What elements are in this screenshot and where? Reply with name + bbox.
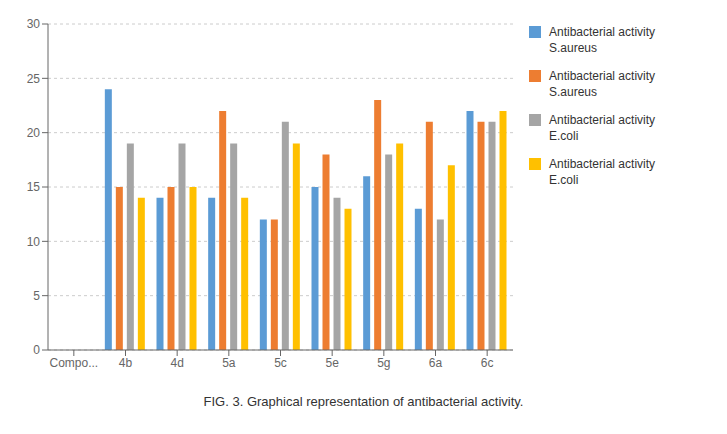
svg-text:25: 25 [27,72,41,86]
svg-text:4b: 4b [119,356,133,370]
html-text:Antibacterial activity E.coli: Antibacterial activity E.coli [549,113,655,143]
svg-text:6a: 6a [429,356,443,370]
html-text:Antibacterial activity S.aureu: Antibacterial activity S.aureus [549,69,655,99]
svg-text:5: 5 [33,289,40,303]
svg-text:6c: 6c [481,356,494,370]
svg-text:5e: 5e [325,356,339,370]
svg-text:10: 10 [27,235,41,249]
html-text:Antibacterial activity E.coli: Antibacterial activity E.coli [549,157,655,187]
svg-text:15: 15 [27,180,41,194]
svg-text:5c: 5c [274,356,287,370]
html-text:Antibacterial activity S.aureu: Antibacterial activity S.aureus [549,25,655,55]
svg-text:Compo...: Compo... [49,356,98,370]
svg-text:5g: 5g [377,356,390,370]
svg-text:30: 30 [27,17,41,31]
svg-text:5a: 5a [222,356,236,370]
html-text:FIG. 3. Graphical representati: FIG. 3. Graphical representation of anti… [203,394,524,409]
svg-text:4d: 4d [170,356,183,370]
svg-text:0: 0 [33,343,40,357]
svg-text:20: 20 [27,126,41,140]
